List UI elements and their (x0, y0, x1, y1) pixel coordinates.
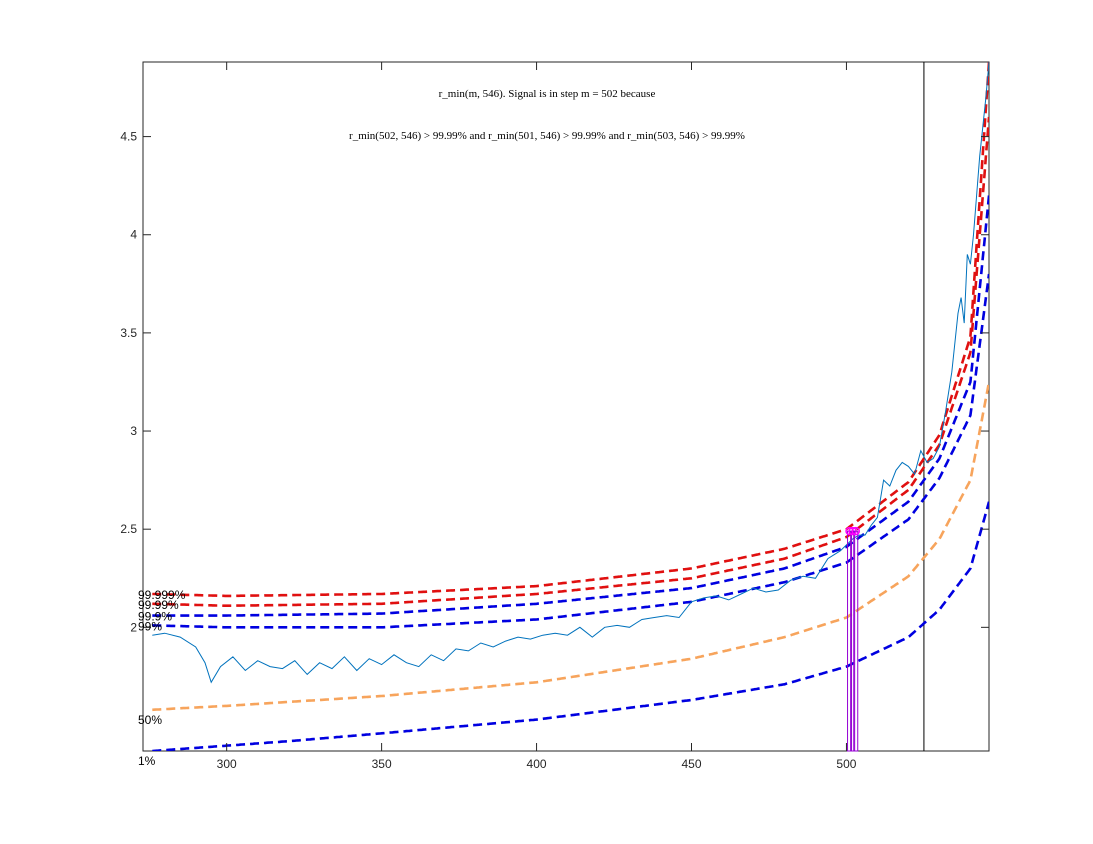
y-tick-label-3.5: 3.5 (120, 326, 137, 340)
threshold-label-2: 99% (138, 619, 162, 633)
y-tick-label-4.5: 4.5 (120, 130, 137, 144)
threshold-curve-3 (152, 195, 989, 617)
x-tick-label-450: 450 (681, 757, 701, 771)
threshold-label-3: 99.9% (138, 610, 172, 624)
x-tick-label-350: 350 (372, 757, 392, 771)
y-tick-label-3: 3 (130, 424, 137, 438)
y-tick-label-2: 2 (130, 620, 137, 634)
signal-bar-503 (853, 530, 859, 752)
threshold-label-0: 1% (138, 754, 156, 768)
threshold-curve-2 (152, 273, 989, 629)
chart-title-line-2: r_min(502, 546) > 99.99% and r_min(501, … (349, 130, 745, 142)
plot-area-frame (142, 61, 990, 752)
x-tick-label-500: 500 (836, 757, 856, 771)
signal-series (152, 62, 989, 684)
threshold-curve-5 (152, 62, 989, 598)
signal-step-bars (845, 526, 860, 752)
signal-marker-503 (851, 526, 860, 536)
signal-line-0 (152, 62, 989, 684)
y-tick-label-4: 4 (130, 228, 137, 242)
y-tick-label-2.5: 2.5 (120, 522, 137, 536)
threshold-label-4: 99.99% (138, 598, 179, 612)
chart-title-line-1: r_min(m, 546). Signal is in step m = 502… (439, 88, 656, 100)
x-tick-label-300: 300 (217, 757, 237, 771)
threshold-label-5: 99.999% (138, 588, 186, 602)
threshold-curve-0 (152, 501, 989, 751)
axis-ticks: 300 350 400 450 500 2 2.5 3 3.5 4 4.5 (120, 62, 989, 771)
x-tick-label-400: 400 (527, 757, 547, 771)
threshold-labels: 1% 50% 99%99.9%99.99%99.999% (138, 588, 186, 768)
threshold-label-1: 50% (138, 713, 162, 727)
threshold-curve-1 (152, 381, 989, 712)
